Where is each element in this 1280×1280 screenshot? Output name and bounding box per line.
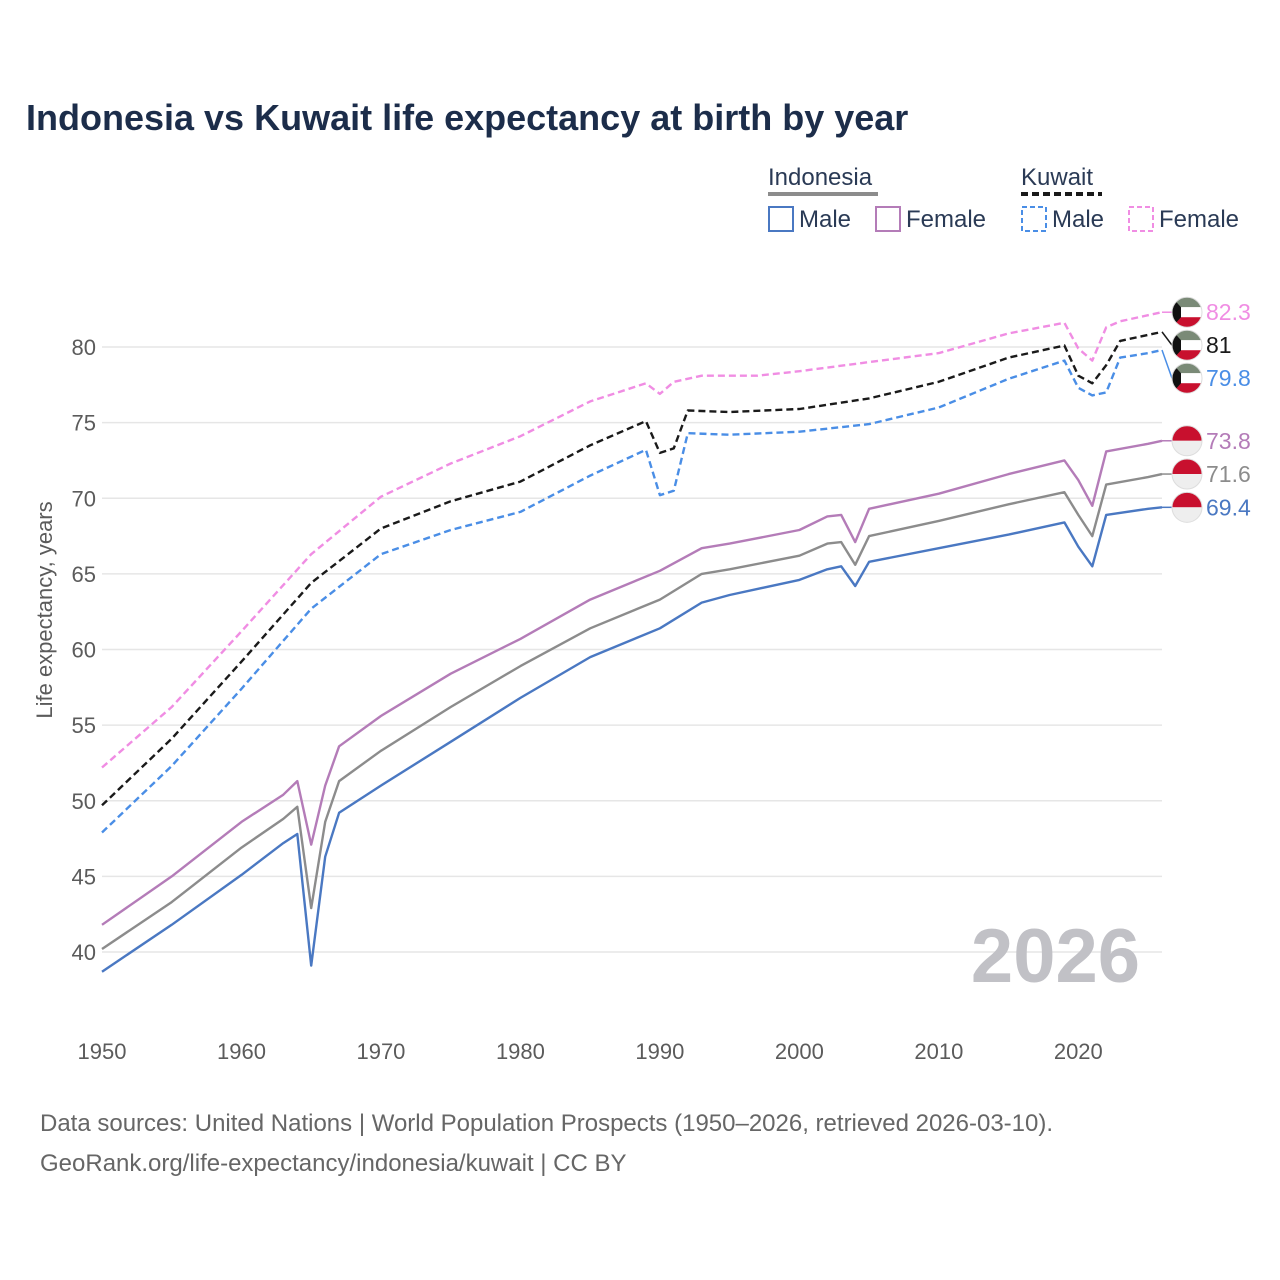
legend: Indonesia Kuwait Male Female Male Female: [768, 164, 1239, 233]
flag-border: [1171, 329, 1203, 361]
y-axis-ticks: 40 45 50 55 60 65 70 75 80: [72, 335, 96, 965]
legend-indonesia-male-swatch: [768, 206, 794, 232]
y-tick-label: 55: [72, 713, 96, 738]
series-line-kuwait-both: [101, 330, 1163, 807]
legend-indonesia-female-label: Female: [906, 206, 986, 233]
y-tick-label: 65: [72, 562, 96, 587]
end-value-label: 81: [1206, 332, 1232, 358]
y-tick-label: 80: [72, 335, 96, 360]
legend-kuwait-male-label: Male: [1052, 206, 1104, 233]
legend-kuwait-male-swatch: [1021, 206, 1047, 232]
end-label-connector: [1161, 349, 1173, 379]
y-axis-label: Life expectancy, years: [32, 501, 57, 718]
x-axis-ticks: 1950 1960 1970 1980 1990 2000 2010 2020: [78, 1039, 1103, 1064]
chart-title: Indonesia vs Kuwait life expectancy at b…: [26, 97, 908, 138]
series-lines: [101, 311, 1163, 973]
year-watermark: 2026: [971, 914, 1140, 999]
x-tick-label: 1960: [217, 1039, 266, 1064]
series-line-kuwait-female: [101, 311, 1163, 769]
series-line-indonesia-female: [101, 439, 1163, 926]
legend-kuwait-female-label: Female: [1159, 206, 1239, 233]
series-line-indonesia-both: [101, 472, 1163, 950]
end-label-kuwait-both: 81: [1161, 329, 1232, 361]
end-value-label: 79.8: [1206, 365, 1251, 391]
end-value-label: 73.8: [1206, 428, 1251, 454]
y-tick-label: 70: [72, 486, 96, 511]
y-tick-label: 45: [72, 864, 96, 889]
x-tick-label: 1950: [78, 1039, 127, 1064]
flag-border: [1171, 362, 1203, 394]
indonesia-flag-icon: [1172, 492, 1202, 523]
series-line-kuwait-male: [101, 348, 1163, 834]
y-tick-label: 60: [72, 638, 96, 663]
flag-border: [1171, 491, 1203, 523]
grid: [102, 346, 1162, 953]
end-label-indonesia-both: 71.6: [1162, 458, 1251, 490]
end-label-kuwait-male: 79.8: [1161, 349, 1251, 394]
legend-kuwait-female-swatch: [1128, 206, 1154, 232]
series-line-indonesia-male: [101, 506, 1163, 973]
end-value-label: 69.4: [1206, 494, 1251, 520]
end-label-indonesia-male: 69.4: [1162, 491, 1251, 523]
x-tick-label: 2020: [1054, 1039, 1103, 1064]
source-line-1: Data sources: United Nations | World Pop…: [40, 1110, 1053, 1137]
legend-indonesia-female-swatch: [875, 206, 901, 232]
legend-indonesia-male-label: Male: [799, 206, 851, 233]
flag-border: [1171, 425, 1203, 457]
source-line-2: GeoRank.org/life-expectancy/indonesia/ku…: [40, 1150, 627, 1177]
end-label-connector: [1161, 331, 1173, 346]
indonesia-flag-icon: [1172, 425, 1202, 456]
x-tick-label: 1970: [356, 1039, 405, 1064]
x-tick-label: 2010: [914, 1039, 963, 1064]
end-label-indonesia-female: 73.8: [1162, 425, 1251, 457]
x-tick-label: 2000: [775, 1039, 824, 1064]
x-tick-label: 1980: [496, 1039, 545, 1064]
flag-border: [1171, 458, 1203, 490]
legend-kuwait-heading: Kuwait: [1021, 164, 1093, 191]
y-tick-label: 75: [72, 411, 96, 436]
end-labels: 82.3 81 79.8 73.8 71.6 69.4: [1161, 296, 1251, 523]
y-tick-label: 40: [72, 940, 96, 965]
y-tick-label: 50: [72, 789, 96, 814]
x-tick-label: 1990: [635, 1039, 684, 1064]
legend-indonesia-heading: Indonesia: [768, 164, 873, 191]
end-label-kuwait-female: 82.3: [1162, 296, 1251, 328]
flag-border: [1171, 296, 1203, 328]
indonesia-flag-icon: [1172, 459, 1202, 490]
end-value-label: 82.3: [1206, 299, 1251, 325]
end-value-label: 71.6: [1206, 461, 1251, 487]
